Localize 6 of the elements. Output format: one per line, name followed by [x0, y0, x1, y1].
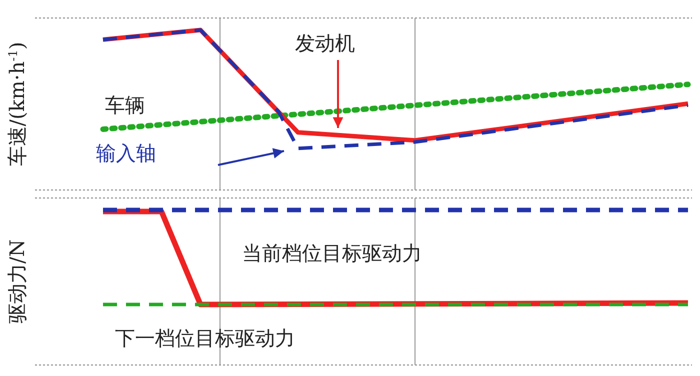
series-label: 当前档位目标驱动力: [242, 241, 422, 265]
text: 输入轴: [96, 141, 156, 165]
series-label: 下一档位目标驱动力: [115, 326, 295, 350]
y-axis-title: 驱动力/N: [5, 239, 29, 324]
text: 发动机: [295, 31, 355, 55]
series-label: 车辆: [105, 93, 145, 117]
